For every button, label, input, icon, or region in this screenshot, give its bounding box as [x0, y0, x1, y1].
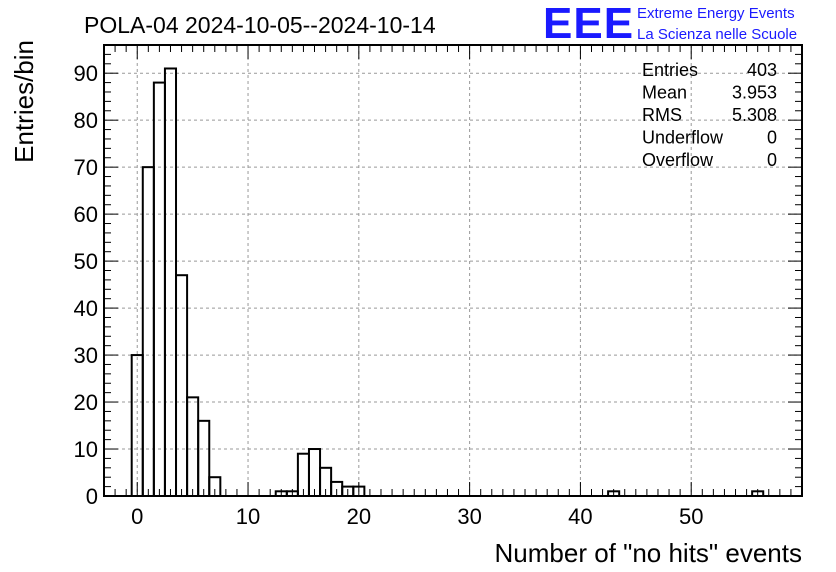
x-tick-label: 40 — [568, 504, 592, 529]
x-tick-label: 10 — [236, 504, 260, 529]
logo-mark: EEE — [543, 0, 634, 48]
stats-value: 5.308 — [732, 105, 777, 125]
stats-label: Overflow — [642, 150, 714, 170]
stats-value: 0 — [767, 128, 777, 148]
x-tick-label: 30 — [457, 504, 481, 529]
stats-value: 403 — [747, 60, 777, 80]
stats-label: RMS — [642, 105, 682, 125]
stats-label: Underflow — [642, 128, 724, 148]
histogram-bar — [197, 419, 211, 498]
x-tick-label: 50 — [679, 504, 703, 529]
histogram-bar — [141, 166, 155, 497]
grid-lines — [104, 45, 802, 496]
logo-line-1: Extreme Energy Events — [637, 5, 795, 22]
y-axis-label: Entries/bin — [9, 40, 39, 163]
y-tick-label: 40 — [74, 296, 98, 321]
stats-box: Entries 403 Mean 3.953 RMS 5.308 Underflow 0 Ove… — [642, 60, 777, 170]
y-tick-label: 20 — [74, 390, 98, 415]
logo-line-2: La Scienza nelle Scuole — [637, 26, 797, 43]
y-tick-label: 10 — [74, 437, 98, 462]
y-tick-label: 60 — [74, 202, 98, 227]
eee-logo: EEE Extreme Energy Events La Scienza nel… — [543, 0, 797, 48]
y-tick-label: 70 — [74, 155, 98, 180]
y-tick-label: 30 — [74, 343, 98, 368]
chart-title: POLA-04 2024-10-05--2024-10-14 — [84, 12, 436, 38]
stats-value: 3.953 — [732, 83, 777, 103]
stats-value: 0 — [767, 150, 777, 170]
histogram-bar — [186, 396, 200, 497]
histogram-bar — [307, 448, 322, 498]
y-tick-label: 50 — [74, 249, 98, 274]
stats-label: Mean — [642, 83, 687, 103]
y-tick-label: 0 — [86, 484, 98, 509]
x-tick-label: 20 — [347, 504, 371, 529]
y-tick-label: 90 — [74, 61, 98, 86]
stats-label: Entries — [642, 60, 698, 80]
x-axis-label: Number of "no hits" events — [495, 538, 803, 568]
x-tick-label: 0 — [131, 504, 143, 529]
histogram-bar — [163, 67, 178, 497]
histogram-bar — [152, 81, 166, 497]
y-tick-label: 80 — [74, 108, 98, 133]
axes: 0 10 20 30 40 50 0 10 20 30 40 50 60 70 80 90 — [74, 44, 803, 529]
